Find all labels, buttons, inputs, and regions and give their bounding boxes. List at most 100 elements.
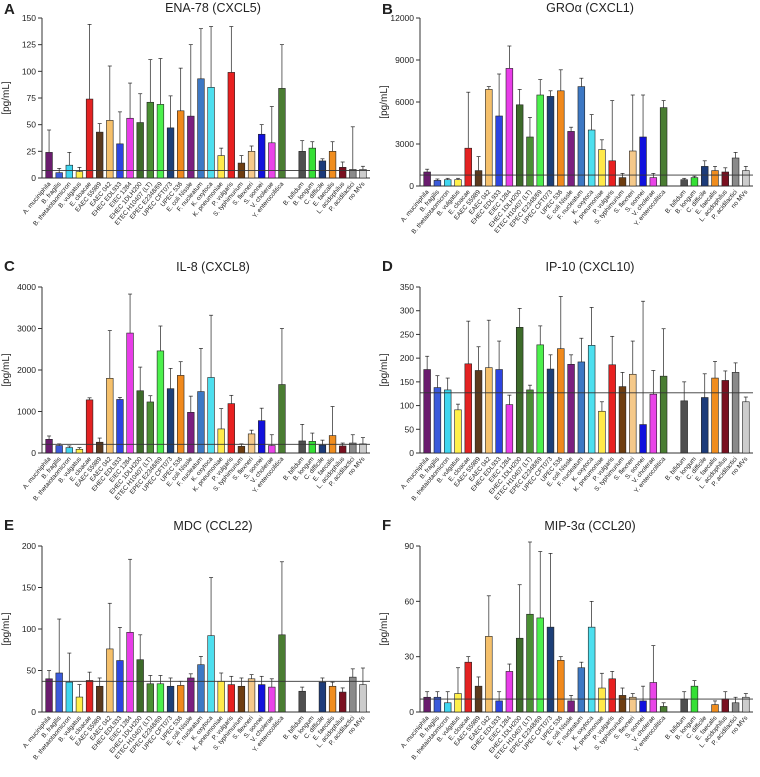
bar: [247, 678, 256, 713]
y-tick-label: 125: [22, 40, 36, 50]
bar: [485, 636, 493, 713]
bar: [96, 685, 104, 713]
bar: [659, 706, 668, 713]
bar: [359, 443, 367, 454]
bar: [711, 377, 719, 454]
y-tick-label: 0: [31, 707, 36, 717]
bar: [649, 682, 658, 713]
bar: [577, 667, 586, 713]
bar: [731, 372, 740, 454]
bar: [126, 117, 134, 179]
bar: [45, 152, 53, 179]
bar: [146, 101, 154, 179]
y-tick-label: 9000: [395, 55, 414, 65]
bar: [268, 142, 276, 179]
y-axis-label: [pg/mL]: [1, 612, 12, 646]
bar: [339, 167, 347, 179]
bar: [177, 110, 185, 179]
bar: [197, 78, 205, 179]
bar: [308, 147, 316, 179]
bar: [608, 160, 616, 187]
bar: [308, 441, 316, 454]
y-tick-label: 1000: [17, 407, 36, 417]
bar: [258, 133, 266, 179]
y-tick-label: 100: [22, 624, 36, 634]
bar: [546, 368, 555, 454]
bar: [177, 375, 185, 454]
bar: [515, 104, 524, 187]
bar: [629, 150, 637, 187]
y-tick-label: 90: [405, 541, 415, 551]
bar: [126, 332, 134, 454]
y-tick-label: 3000: [17, 324, 36, 334]
bar: [318, 444, 327, 454]
panel-letter: B: [382, 1, 393, 18]
bar: [278, 634, 286, 713]
bar: [136, 122, 144, 179]
bar: [598, 149, 606, 187]
bar: [567, 700, 575, 713]
bar: [106, 377, 114, 454]
panel-letter: D: [382, 258, 393, 275]
bar: [116, 399, 124, 454]
y-tick-label: 12000: [390, 13, 414, 23]
bar: [55, 672, 63, 713]
bar: [197, 664, 205, 713]
bar: [464, 147, 472, 187]
panel-letter: C: [4, 258, 15, 275]
bar: [217, 680, 225, 713]
bar: [618, 386, 627, 454]
bar: [515, 637, 524, 713]
bar: [557, 90, 565, 187]
bar: [328, 151, 337, 179]
bar: [258, 684, 266, 713]
bar: [247, 433, 256, 454]
bar: [598, 410, 606, 454]
bar: [177, 685, 185, 713]
bar: [45, 439, 53, 454]
bar: [156, 350, 165, 454]
bar: [217, 428, 225, 454]
bar: [711, 704, 719, 713]
bar: [557, 660, 565, 713]
bar: [298, 690, 306, 713]
bar: [731, 157, 740, 187]
bar: [742, 170, 750, 187]
bar: [423, 369, 431, 454]
bar: [433, 387, 442, 454]
bar: [65, 164, 73, 179]
bar: [536, 617, 544, 713]
y-tick-label: 50: [27, 120, 37, 130]
bar: [608, 678, 616, 713]
bar: [227, 684, 235, 713]
bar: [75, 171, 84, 179]
bar: [546, 96, 555, 187]
bar: [526, 136, 534, 187]
panel-title: MIP-3α (CCL20): [544, 519, 635, 533]
bar: [156, 104, 165, 179]
bar: [278, 88, 286, 179]
bar: [298, 151, 306, 179]
bar: [55, 172, 63, 179]
bar: [485, 367, 493, 454]
bar: [187, 412, 195, 454]
bar: [318, 160, 327, 179]
y-tick-label: 0: [409, 707, 414, 717]
bar: [126, 632, 134, 713]
bar: [567, 131, 575, 187]
bar: [444, 389, 452, 454]
bar: [587, 129, 596, 187]
bar: [328, 685, 337, 713]
panel-letter: E: [4, 517, 14, 534]
bar: [526, 613, 534, 713]
y-tick-label: 6000: [395, 97, 414, 107]
y-axis-label: [pg/mL]: [1, 353, 12, 387]
bar: [680, 179, 688, 187]
panel-title: GROα (CXCL1): [546, 1, 634, 15]
bar: [536, 94, 544, 187]
bar: [423, 171, 431, 187]
bar: [474, 370, 483, 454]
y-axis-label: [pg/mL]: [379, 353, 390, 387]
panel-d: D IP-10 (CXCL10) [pg/mL] 0 50 100 150 200 250 300…: [379, 258, 753, 502]
bar: [318, 681, 327, 713]
